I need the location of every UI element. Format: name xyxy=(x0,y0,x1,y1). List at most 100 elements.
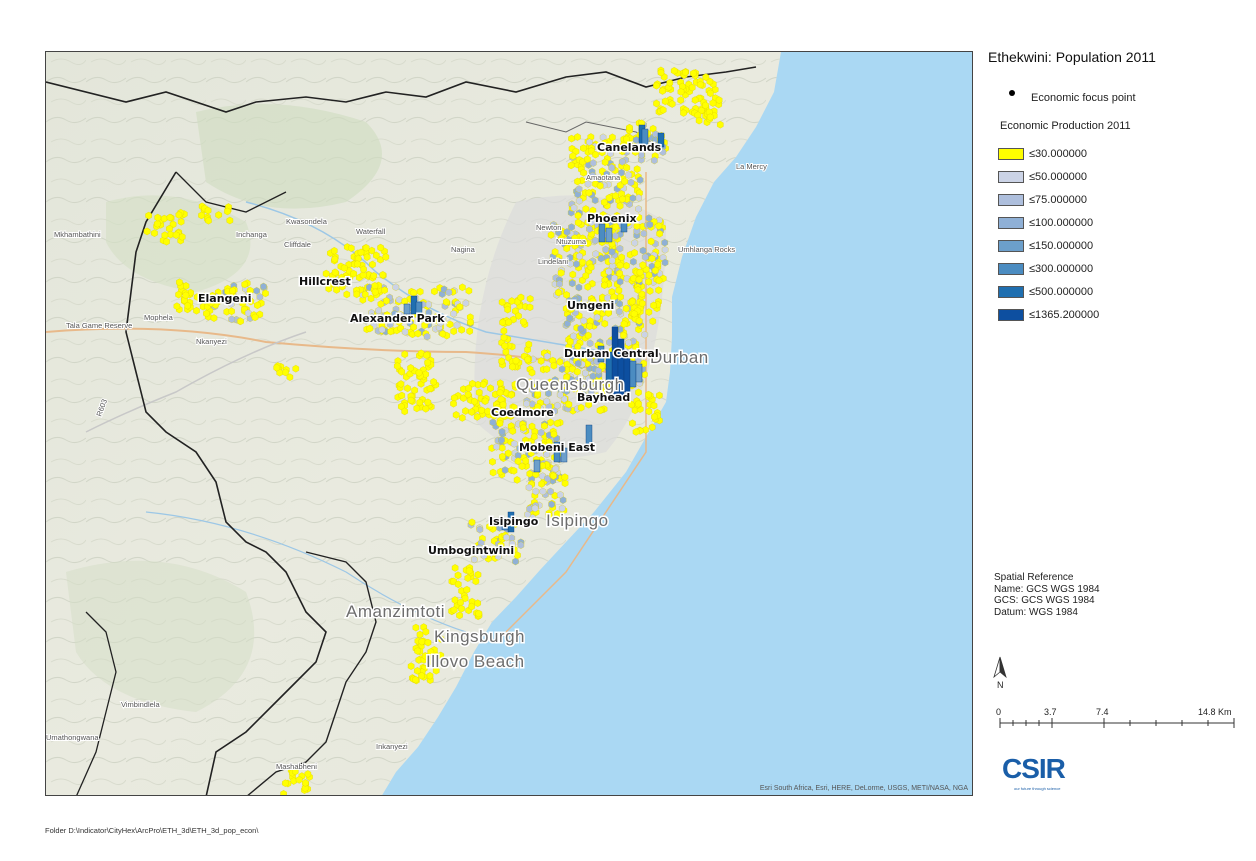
hex-cell xyxy=(331,255,339,263)
legend-class-label: ≤75.000000 xyxy=(1029,194,1088,206)
hex-cell xyxy=(205,216,212,225)
hex-cell xyxy=(611,274,618,282)
hex-cell xyxy=(407,364,414,372)
hex-cell xyxy=(666,79,674,87)
hex-cell xyxy=(567,260,574,268)
hex-cell xyxy=(647,237,655,246)
hex-cell xyxy=(563,228,571,236)
focus-label-elangeni[interactable]: Elangeni xyxy=(197,291,253,307)
hex-cell xyxy=(574,368,581,376)
focus-label-isipingo[interactable]: Isipingo xyxy=(488,514,541,530)
hex-cell xyxy=(416,398,423,407)
focus-label-bayhead[interactable]: Bayhead xyxy=(576,390,632,406)
hex-cell xyxy=(178,233,186,241)
map-canvas[interactable]: Mkhambathini Mophela Tala Game Reserve N… xyxy=(46,52,973,796)
hex-cell xyxy=(539,487,547,496)
hex-cell xyxy=(502,348,510,356)
hex-cell xyxy=(412,623,420,632)
hex-cell xyxy=(437,651,445,660)
hex-cell xyxy=(514,551,521,560)
hex-cell xyxy=(450,327,457,336)
vegetation-area xyxy=(106,195,251,292)
hex-cell xyxy=(508,540,516,548)
focus-label-durban-central[interactable]: Durban Central xyxy=(563,346,661,362)
economic-production-columns xyxy=(403,124,665,533)
municipal-boundary xyxy=(247,551,377,795)
focus-label-phoenix[interactable]: Phoenix xyxy=(586,211,639,227)
basemap-label: Nagina xyxy=(451,245,476,254)
hex-cell xyxy=(464,390,472,399)
hex-cell xyxy=(628,297,636,306)
hex-cell xyxy=(575,283,583,292)
hex-cell xyxy=(154,213,162,222)
hex-cell xyxy=(362,317,370,325)
legend-title: Ethekwini: Population 2011 xyxy=(988,49,1156,65)
hex-cell xyxy=(592,150,599,159)
hex-cell xyxy=(253,287,260,295)
hex-cell xyxy=(636,268,644,277)
hex-cell xyxy=(161,231,169,239)
hex-cell xyxy=(427,657,434,665)
focus-label-umbogintwini[interactable]: Umbogintwini xyxy=(427,543,516,559)
hex-cell xyxy=(546,378,554,387)
hex-cell xyxy=(641,330,649,339)
hex-cell xyxy=(682,68,689,77)
basemap-label: Umathongwana xyxy=(46,733,99,742)
spatial-reference-heading: Spatial Reference xyxy=(994,572,1074,583)
hex-cell xyxy=(579,258,586,267)
hex-cell xyxy=(638,349,645,358)
focus-label-umgeni[interactable]: Umgeni xyxy=(566,298,616,314)
hex-cell xyxy=(487,384,494,392)
hex-cell xyxy=(383,297,390,305)
map-frame[interactable]: Mkhambathini Mophela Tala Game Reserve N… xyxy=(45,51,973,796)
legend-class-label: ≤50.000000 xyxy=(1029,171,1088,183)
basemap-label: Newton xyxy=(536,223,561,232)
hex-cell xyxy=(462,407,469,415)
hex-cell xyxy=(612,232,619,240)
focus-label-coedmore[interactable]: Coedmore xyxy=(490,405,556,421)
hex-cell xyxy=(561,479,569,488)
hex-cell xyxy=(532,470,540,479)
hex-cell xyxy=(527,380,535,388)
basemap-label: Kwasondela xyxy=(286,217,328,226)
hex-cell xyxy=(461,594,469,603)
hex-cell xyxy=(423,351,430,360)
hex-cell xyxy=(563,244,571,253)
focus-label-hillcrest[interactable]: Hillcrest xyxy=(298,274,353,290)
hex-cell xyxy=(198,211,205,220)
hex-cell xyxy=(526,470,534,478)
hex-cell xyxy=(398,402,405,411)
focus-label-alexander-park[interactable]: Alexander Park xyxy=(349,311,447,327)
hex-cell xyxy=(331,247,338,255)
hex-cell xyxy=(547,418,554,427)
hex-cell xyxy=(621,177,628,186)
hex-cell xyxy=(655,286,662,294)
hex-cell xyxy=(564,319,571,328)
focus-label-mobeni-east[interactable]: Mobeni East xyxy=(518,440,597,456)
focus-label-canelands[interactable]: Canelands xyxy=(596,140,664,156)
hex-cell xyxy=(541,441,548,450)
hex-cell xyxy=(375,306,382,315)
map-attribution: Esri South Africa, Esri, HERE, DeLorme, … xyxy=(759,785,968,792)
hex-cell xyxy=(473,413,481,421)
hex-cell xyxy=(524,510,531,519)
hex-cell xyxy=(598,362,606,370)
hex-cell xyxy=(445,288,453,297)
hex-cell xyxy=(563,373,570,382)
hex-cell xyxy=(145,211,152,220)
hex-cell xyxy=(498,428,506,436)
hex-cell xyxy=(368,313,376,321)
hex-cell xyxy=(545,402,553,411)
hex-cell xyxy=(362,244,370,252)
hex-cell xyxy=(387,327,394,336)
hex-cell xyxy=(608,163,615,172)
hex-cell xyxy=(543,397,551,406)
hex-cell xyxy=(239,299,247,308)
hex-cell xyxy=(509,427,517,435)
hex-cell xyxy=(292,767,299,776)
hex-cell xyxy=(645,308,653,316)
hex-cell xyxy=(618,158,626,166)
hex-cell xyxy=(576,252,583,260)
hex-cell xyxy=(465,567,473,575)
hex-cell xyxy=(576,388,583,397)
